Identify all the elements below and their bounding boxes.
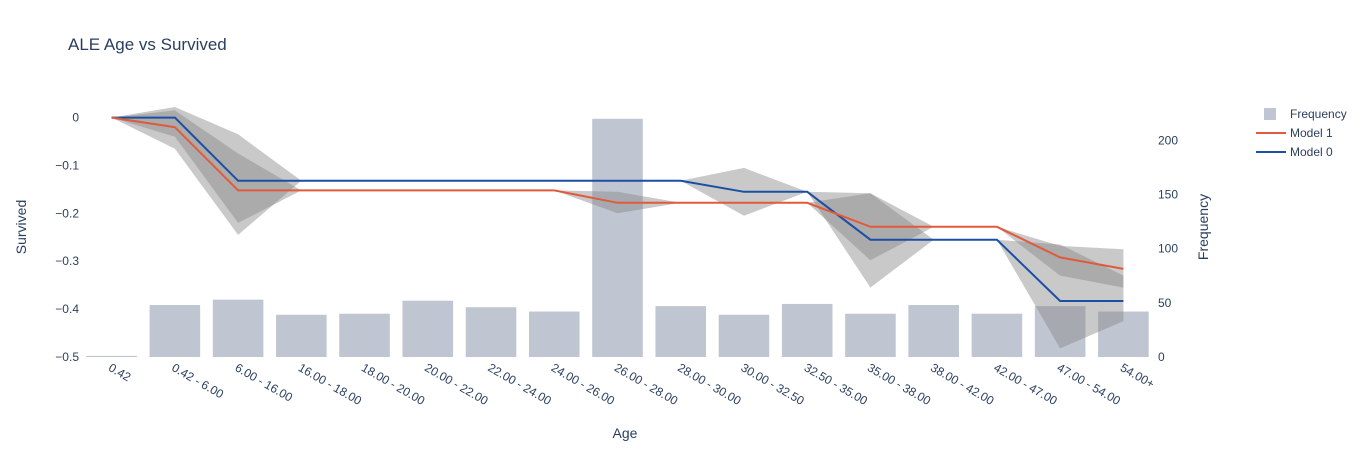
y-tick-label: −0.5 [55,350,79,364]
x-tick-label: 47.00 - 54.00 [1055,360,1124,408]
series-line-model-1 [111,116,1124,270]
x-tick-label: 6.00 - 16.00 [233,360,296,404]
frequency-bar [402,300,454,357]
x-tick-label: 18.00 - 20.00 [359,360,428,408]
frequency-bar [971,313,1023,357]
x-tick-label: 0.42 - 6.00 [169,360,226,401]
y-tick-label: −0.3 [55,254,79,268]
frequency-bar [149,305,201,357]
legend-label: Model 1 [1290,126,1333,140]
x-tick-label: 54.00+ [1118,360,1157,391]
y-tick-label: −0.4 [55,302,79,316]
x-tick-label: 16.00 - 18.00 [296,360,365,408]
x-tick-label: 20.00 - 22.00 [422,360,491,408]
legend-label: Frequency [1290,107,1347,121]
series-line-model-0 [111,116,1124,302]
legend-label: Model 0 [1290,145,1333,159]
legend-swatch-frequency [1264,108,1276,120]
legend: Frequency Model 1 Model 0 [1256,107,1347,159]
x-tick-label: 35.00 - 38.00 [865,360,934,408]
frequency-bars [86,118,1149,358]
frequency-bar [845,313,896,357]
y-axis-title: Survived [13,200,29,254]
frequency-bar [592,118,643,358]
x-tick-label: 22.00 - 24.00 [486,360,555,408]
x-tick-label: 32.50 - 35.00 [802,360,871,408]
x-tick-label: 30.00 - 32.50 [738,360,807,408]
confidence-band-model-0 [111,107,1124,349]
y2-tick-label: 150 [1158,188,1178,202]
model-lines [111,116,1124,302]
frequency-bar [1098,311,1149,357]
frequency-bar [655,306,707,357]
x-tick-label: 42.00 - 47.00 [991,360,1060,408]
y2-tick-label: 100 [1158,242,1178,256]
y2-axis-title: Frequency [1195,194,1211,260]
x-axis-title: Age [613,425,638,441]
legend-item: Model 0 [1256,145,1333,159]
y-tick-label: −0.1 [55,158,79,172]
frequency-bar [528,311,580,357]
y-tick-label: −0.2 [55,206,79,220]
frequency-bar [86,355,137,357]
x-tick-label: 24.00 - 26.00 [549,360,618,408]
frequency-bar [908,305,959,357]
chart-title: ALE Age vs Survived [68,35,227,54]
frequency-bar [276,314,327,357]
y-axis-ticks: 0 −0.1 −0.2 −0.3 −0.4 −0.5 [55,111,79,364]
x-tick-label: 38.00 - 42.00 [928,360,997,408]
frequency-bar [212,299,264,357]
frequency-bar [781,303,833,357]
x-tick-label: 0.42 [106,360,134,384]
legend-item: Frequency [1264,107,1347,121]
confidence-band-model-1 [111,110,1124,288]
frequency-bar [718,314,770,357]
y-tick-label: 0 [72,111,79,125]
y2-axis-ticks: 0 50 100 150 200 [1158,133,1178,364]
frequency-bar [1034,306,1086,357]
y2-tick-label: 0 [1158,350,1165,364]
confidence-bands [111,107,1124,349]
y2-tick-label: 50 [1158,296,1172,310]
y2-tick-label: 200 [1158,133,1178,147]
x-axis-ticks: 0.42 0.42 - 6.00 6.00 - 16.00 16.00 - 18.00… [106,360,1157,408]
frequency-bar [339,313,390,357]
legend-item: Model 1 [1256,126,1333,140]
x-tick-label: 28.00 - 30.00 [675,360,744,408]
x-tick-label: 26.00 - 28.00 [612,360,681,408]
frequency-bar [465,307,517,357]
